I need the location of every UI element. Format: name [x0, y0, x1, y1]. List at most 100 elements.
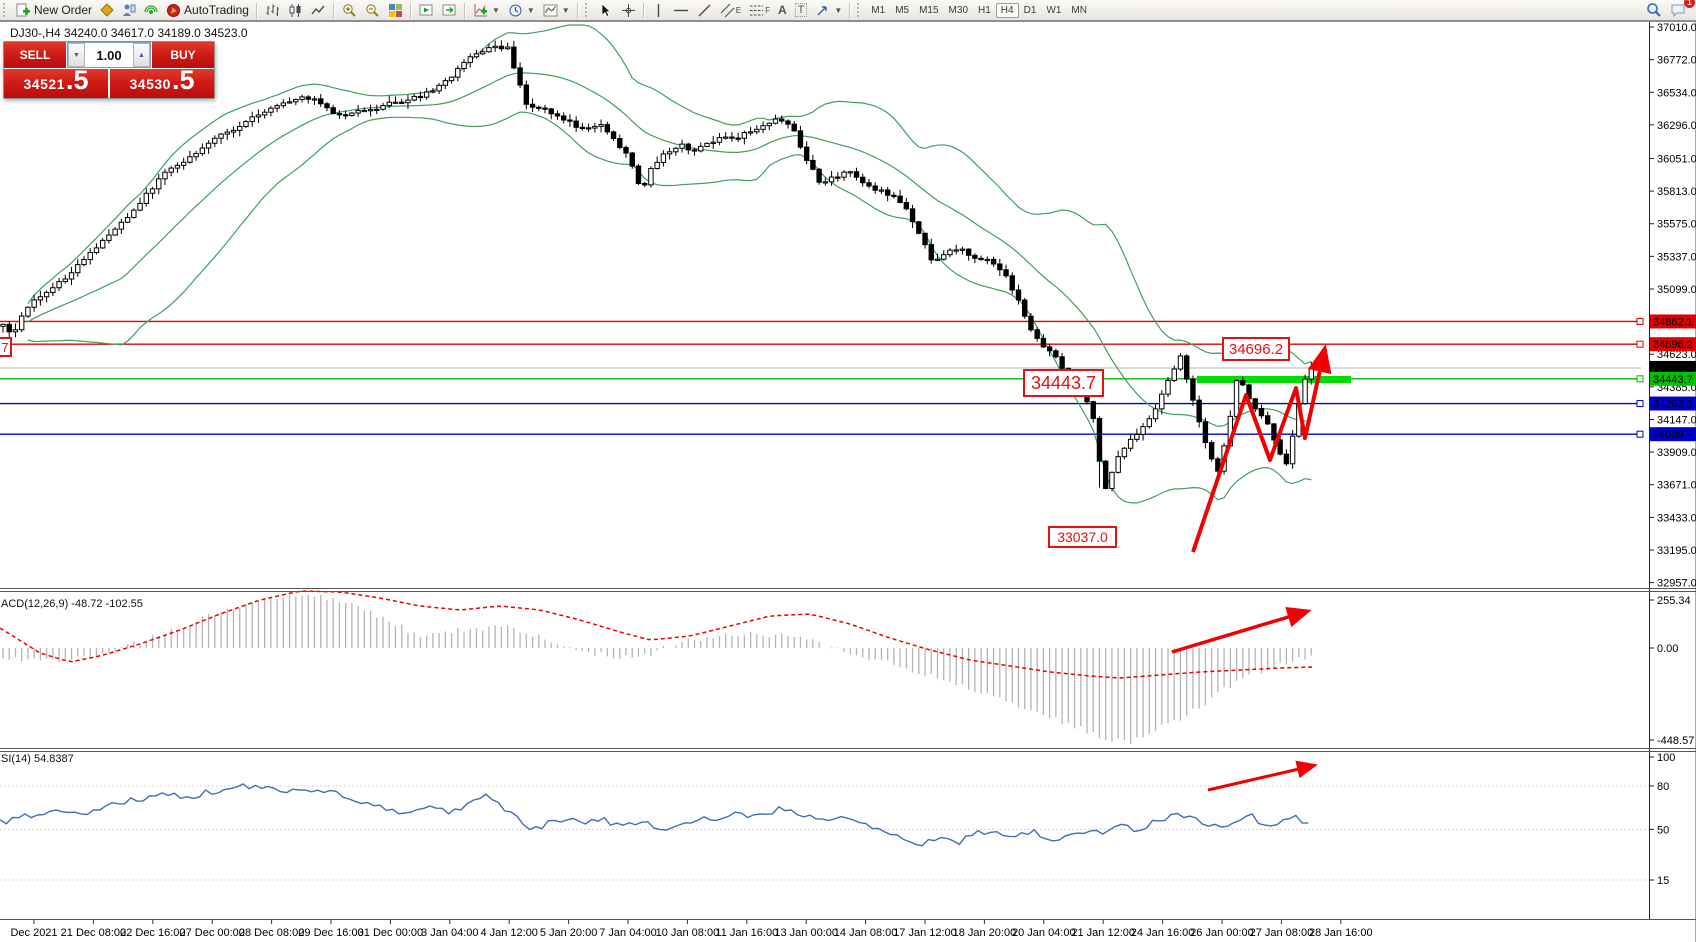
- timeframes-menu-button[interactable]: ▼: [504, 1, 539, 19]
- buy-price-display[interactable]: 34530 .5: [110, 67, 214, 98]
- tab-timeframe-m30[interactable]: M30: [948, 4, 968, 16]
- svg-text:34696.2: 34696.2: [1653, 339, 1693, 351]
- search-button[interactable]: [1642, 1, 1666, 19]
- volume-increase-button[interactable]: ▲: [133, 43, 150, 67]
- tab-timeframe-h4[interactable]: H4: [995, 2, 1019, 18]
- tab-timeframe-mn[interactable]: MN: [1071, 4, 1087, 16]
- separator: [576, 2, 579, 18]
- volume-decrease-button[interactable]: ▼: [68, 43, 85, 67]
- rsi-indicator-label: SI(14) 54.8387: [1, 753, 74, 765]
- horizontal-line-tool-button[interactable]: [669, 1, 693, 19]
- indicators-caret-icon: ▼: [491, 5, 500, 15]
- chart-frame: [0, 21, 1696, 942]
- notification-badge: 1: [1684, 0, 1695, 8]
- label-tool-glyph: T: [794, 3, 808, 17]
- autotrading-button[interactable]: AutoTrading: [162, 1, 253, 19]
- cursor-tool-button[interactable]: [594, 1, 617, 19]
- notifications-button[interactable]: 1: [1666, 0, 1695, 19]
- sell-price-display[interactable]: 34521 .5: [4, 67, 108, 98]
- svg-text:20 Jan 04:00: 20 Jan 04:00: [1012, 927, 1076, 939]
- templates-caret-icon: ▼: [561, 5, 570, 15]
- auto-scroll-button[interactable]: [415, 1, 438, 19]
- separator: [409, 2, 412, 18]
- svg-text:35813.0: 35813.0: [1657, 186, 1696, 198]
- price-callout-label[interactable]: 33037.0: [1048, 526, 1117, 548]
- market-watch-button[interactable]: [118, 1, 140, 19]
- svg-text:35575.0: 35575.0: [1657, 219, 1696, 231]
- svg-text:31 Dec 00:00: 31 Dec 00:00: [358, 927, 423, 939]
- svg-text:4 Jan 12:00: 4 Jan 12:00: [480, 927, 538, 939]
- text-label-tool-button[interactable]: T: [791, 1, 812, 19]
- svg-text:5 Jan 20:00: 5 Jan 20:00: [540, 927, 598, 939]
- trendline-tool-button[interactable]: [693, 1, 716, 19]
- market-watch-icon: [122, 3, 136, 17]
- tab-timeframe-m5[interactable]: M5: [895, 4, 910, 16]
- svg-text:22 Dec 16:00: 22 Dec 16:00: [120, 927, 185, 939]
- svg-text:28 Dec 08:00: 28 Dec 08:00: [239, 927, 304, 939]
- macd-trend-arrow-annotation[interactable]: [1171, 606, 1312, 654]
- bar-chart-mode-button[interactable]: [261, 1, 284, 19]
- price-callout-label[interactable]: 34443.7: [1023, 369, 1104, 397]
- horizontal-line-objects[interactable]: [0, 317, 1644, 438]
- signals-button[interactable]: [140, 1, 162, 19]
- svg-text:27 Jan 08:00: 27 Jan 08:00: [1250, 927, 1314, 939]
- line-chart-mode-button[interactable]: [307, 1, 330, 19]
- svg-text:7 Jan 04:00: 7 Jan 04:00: [599, 927, 657, 939]
- equidistant-channel-tool-button[interactable]: E: [716, 1, 745, 19]
- fibonacci-tool-button[interactable]: F: [745, 1, 774, 19]
- tab-timeframe-m15[interactable]: M15: [919, 4, 939, 16]
- tab-timeframe-h1[interactable]: H1: [978, 4, 991, 16]
- vertical-line-tool-button[interactable]: [648, 1, 669, 19]
- svg-text:34623.0: 34623.0: [1657, 349, 1696, 361]
- separator: [332, 2, 335, 18]
- new-order-button[interactable]: New Order: [12, 1, 96, 19]
- svg-text:33671.0: 33671.0: [1657, 480, 1696, 492]
- separator: [642, 2, 645, 18]
- svg-text:21 Jan 12:00: 21 Jan 12:00: [1071, 927, 1135, 939]
- svg-text:33909.0: 33909.0: [1657, 447, 1696, 459]
- toolbar: New Order AutoTrading ▼: [0, 0, 1696, 21]
- sell-price-main: 34521: [23, 76, 65, 92]
- candlestick-mode-button[interactable]: [284, 1, 307, 19]
- svg-text:14 Jan 08:00: 14 Jan 08:00: [834, 927, 898, 939]
- tab-timeframe-w1[interactable]: W1: [1046, 4, 1062, 16]
- text-tool-button[interactable]: A: [774, 1, 791, 19]
- price-callout-label[interactable]: 7: [0, 337, 12, 357]
- price-callout-label[interactable]: 34696.2: [1222, 337, 1290, 361]
- svg-text:34147.0: 34147.0: [1657, 414, 1696, 426]
- sell-button[interactable]: SELL: [4, 42, 66, 68]
- zoom-out-button[interactable]: [361, 1, 384, 19]
- toolbar-grip[interactable]: [857, 3, 862, 17]
- separator: [463, 2, 466, 18]
- svg-text:34443.7: 34443.7: [1653, 374, 1693, 386]
- buy-price-main: 34530: [129, 76, 171, 92]
- navigator-button[interactable]: [96, 1, 118, 19]
- svg-text:36296.0: 36296.0: [1657, 120, 1696, 132]
- rsi-trend-arrow-annotation[interactable]: [1207, 760, 1318, 792]
- buy-button[interactable]: BUY: [152, 42, 214, 68]
- svg-text:37010.0: 37010.0: [1657, 22, 1696, 34]
- crosshair-tool-button[interactable]: [617, 1, 640, 19]
- arrows-tool-button[interactable]: ▼: [811, 1, 846, 19]
- svg-text:26 Jan 00:00: 26 Jan 00:00: [1190, 927, 1254, 939]
- bollinger-bands: [27, 24, 1312, 504]
- chart-shift-button[interactable]: [438, 1, 461, 19]
- svg-text:-448.57: -448.57: [1657, 735, 1694, 747]
- text-tool-glyph: A: [777, 3, 787, 17]
- autotrading-label: AutoTrading: [184, 3, 249, 17]
- volume-input[interactable]: [85, 43, 133, 67]
- tab-timeframe-m1[interactable]: M1: [871, 4, 886, 16]
- tab-timeframe-d1[interactable]: D1: [1023, 4, 1037, 16]
- svg-text:33195.0: 33195.0: [1657, 545, 1696, 557]
- toolbar-grip[interactable]: [3, 3, 8, 17]
- toolbar-grip[interactable]: [584, 3, 590, 17]
- indicators-button[interactable]: ▼: [469, 1, 504, 19]
- svg-text:80: 80: [1657, 781, 1669, 793]
- arrows-caret-icon: ▼: [834, 5, 843, 15]
- tile-windows-button[interactable]: [384, 1, 407, 19]
- templates-button[interactable]: ▼: [539, 1, 574, 19]
- trend-arrow-annotation[interactable]: [1191, 344, 1332, 553]
- svg-text:34263.3: 34263.3: [1653, 399, 1693, 411]
- zoom-in-button[interactable]: [338, 1, 361, 19]
- svg-text:29 Dec 16:00: 29 Dec 16:00: [298, 927, 363, 939]
